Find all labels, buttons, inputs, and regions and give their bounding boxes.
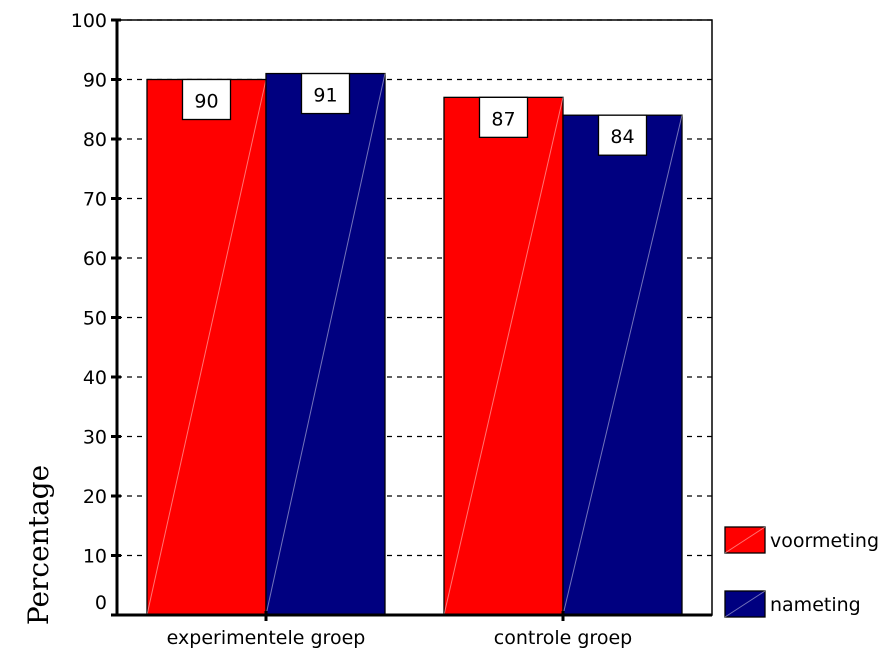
bar xyxy=(146,78,267,616)
data-label: 90 xyxy=(194,91,218,113)
y-tick-label: 0 xyxy=(95,592,107,614)
data-labels: 90 91 87 84 xyxy=(181,72,648,156)
data-label-box xyxy=(181,78,232,121)
x-tick-label: controle groep xyxy=(494,627,632,649)
legend-swatch-shading xyxy=(724,526,766,554)
y-tick-label: 50 xyxy=(83,308,107,330)
y-tick-label: 60 xyxy=(83,248,107,270)
bar-shading-line xyxy=(146,79,267,616)
bar xyxy=(443,96,564,616)
x-tick-label: experimentele groep xyxy=(167,627,366,649)
data-label-box xyxy=(478,96,529,138)
legend: voormeting nameting xyxy=(724,526,879,618)
y-axis-title: Percentage xyxy=(22,465,55,625)
bars xyxy=(146,72,683,616)
y-tick-label: 20 xyxy=(83,486,107,508)
x-axis: experimentele groep controle groep xyxy=(167,611,632,649)
legend-label: nameting xyxy=(770,594,861,616)
bar-shading-line xyxy=(443,97,564,616)
legend-swatch xyxy=(724,590,766,618)
data-label: 84 xyxy=(610,126,634,148)
y-tick-label: 30 xyxy=(83,427,107,449)
y-tick-label: 100 xyxy=(71,10,107,32)
bar xyxy=(265,72,386,616)
y-tick-label: 40 xyxy=(83,367,107,389)
y-tick-label: 70 xyxy=(83,189,107,211)
legend-swatch-shading xyxy=(724,590,766,618)
data-label: 87 xyxy=(491,108,515,130)
data-label-box xyxy=(300,72,351,115)
legend-label: voormeting xyxy=(770,530,879,552)
y-axis: 0 10 20 30 40 50 60 70 80 90 100 xyxy=(71,10,121,617)
data-label: 91 xyxy=(313,85,337,107)
bar xyxy=(562,114,683,616)
data-label-box xyxy=(597,114,648,156)
y-tick-label: 80 xyxy=(83,129,107,151)
legend-swatch xyxy=(724,526,766,554)
bar-shading-line xyxy=(562,115,683,616)
y-tick-label: 90 xyxy=(83,70,107,92)
y-tick-label: 10 xyxy=(83,546,107,568)
bar-shading-line xyxy=(265,73,386,616)
